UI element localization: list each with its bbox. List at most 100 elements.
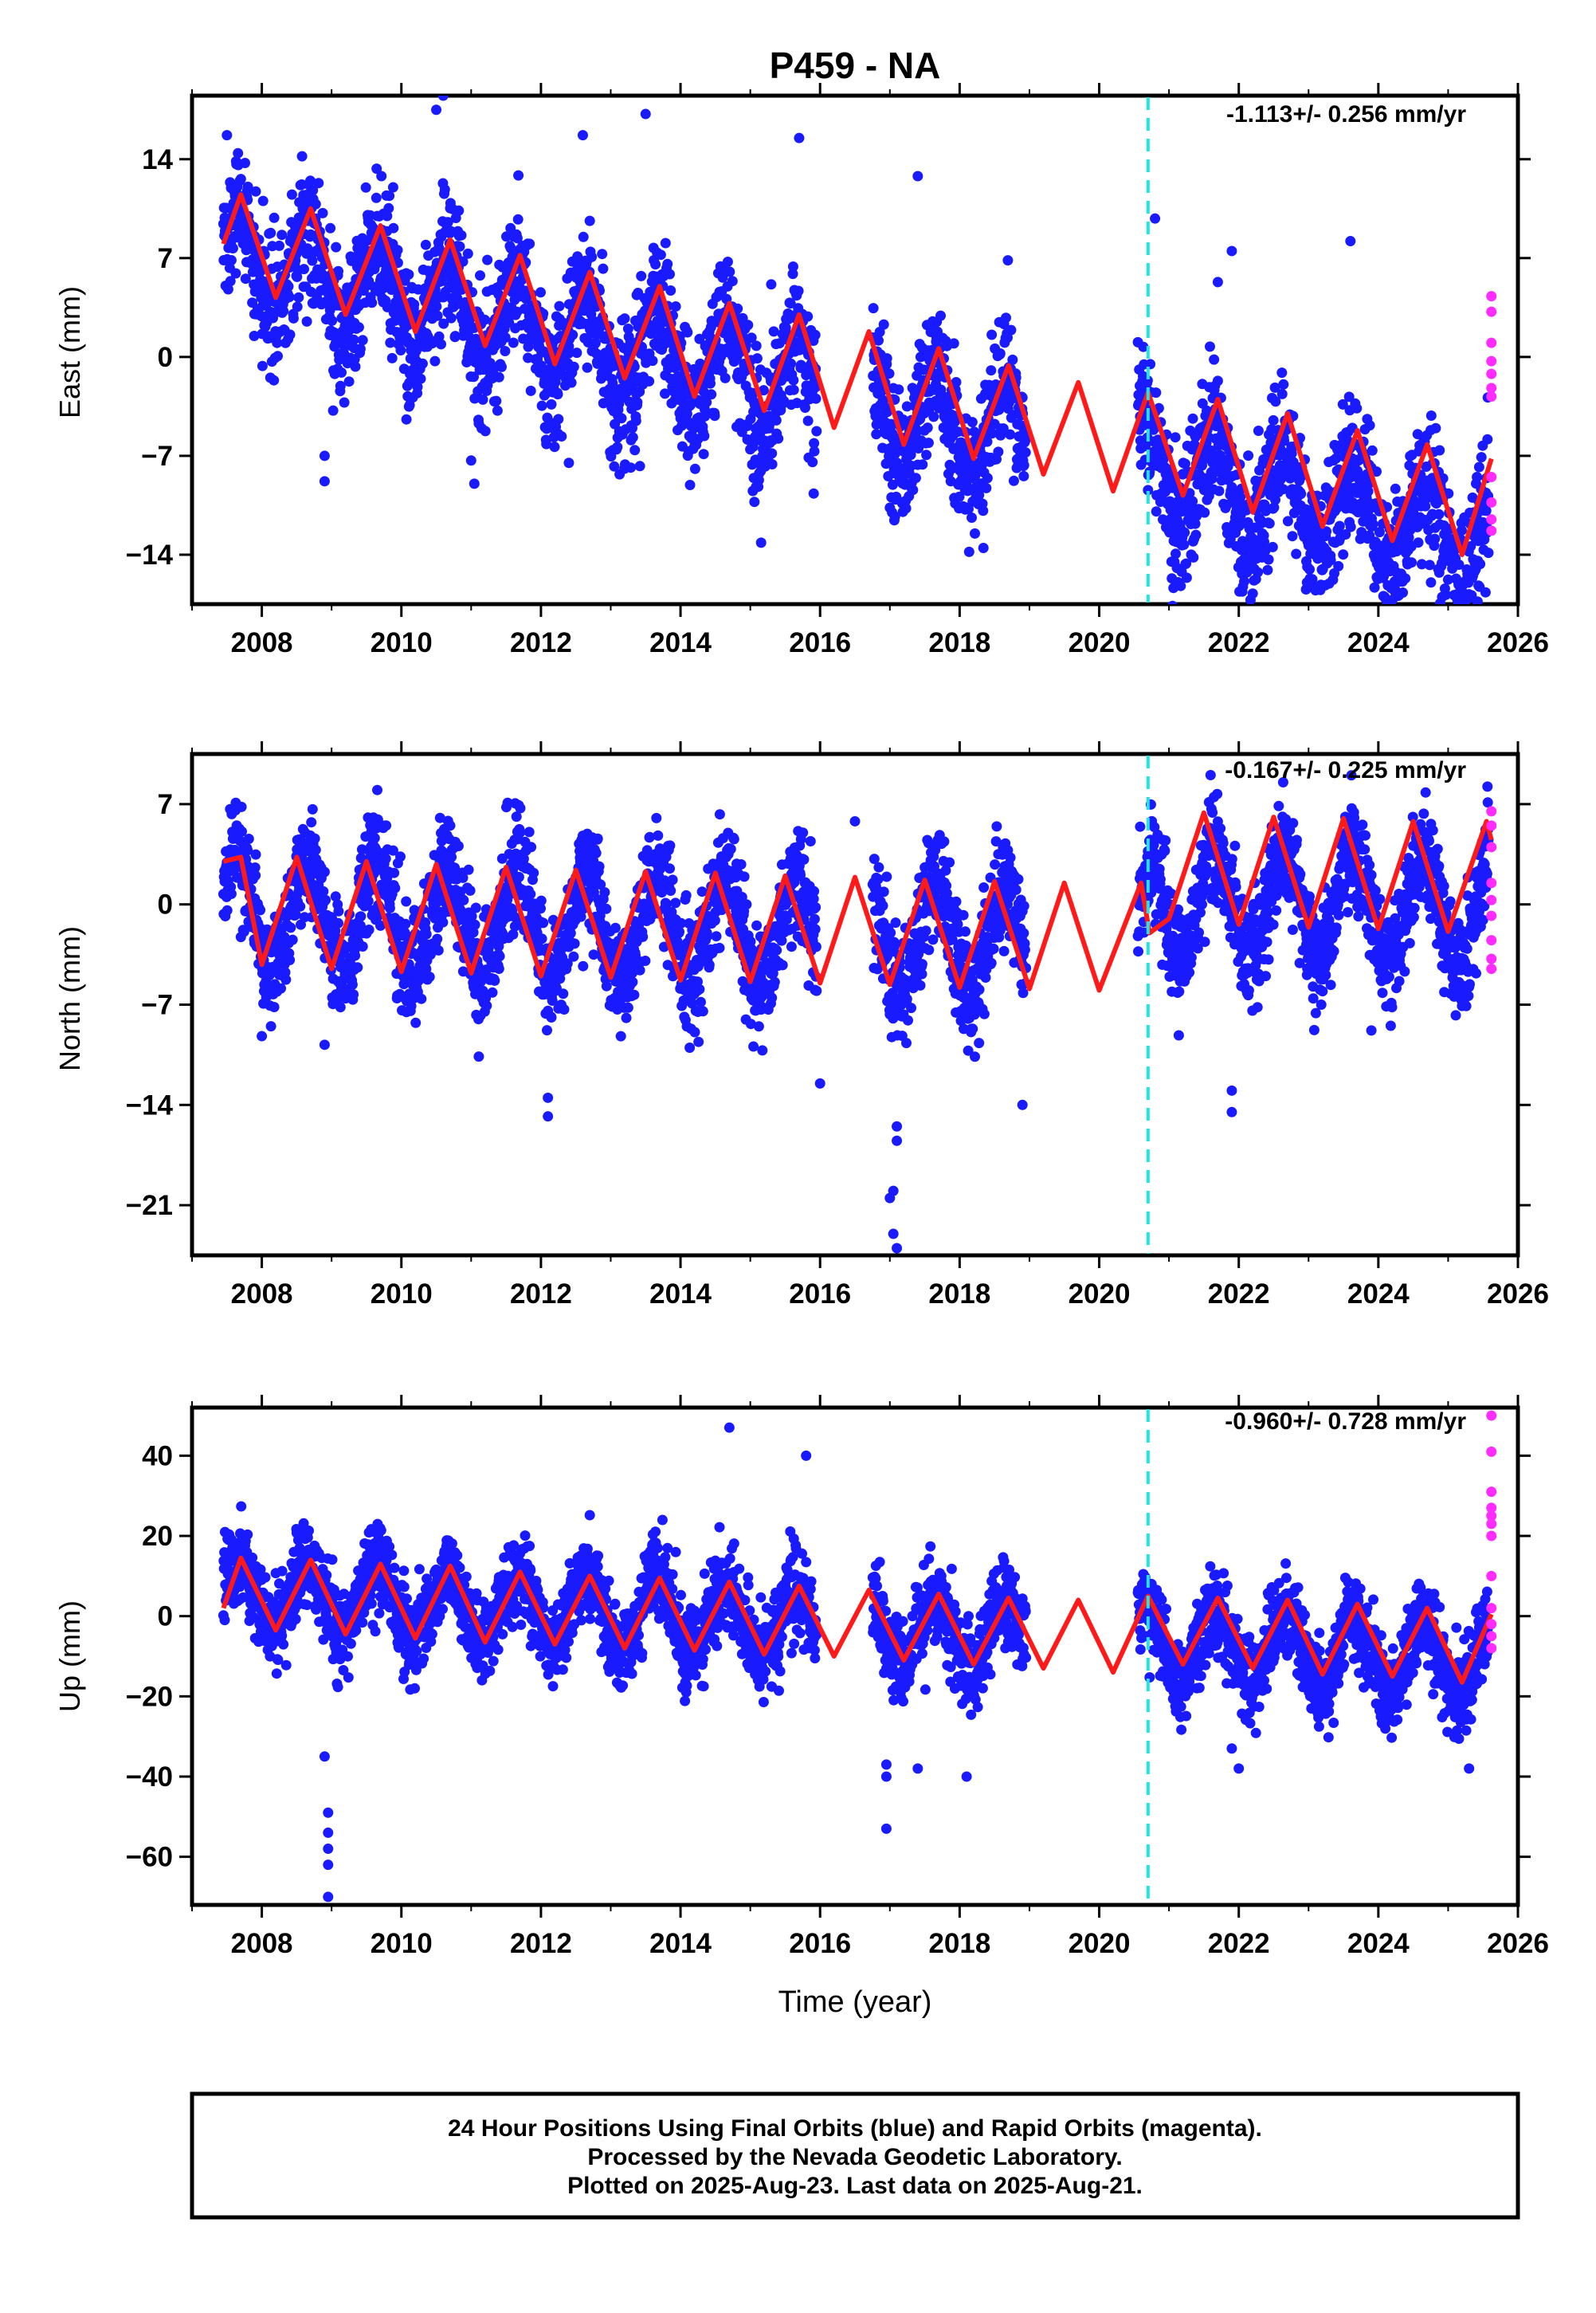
east-outlier-point bbox=[1226, 245, 1237, 257]
east-final-point bbox=[1291, 548, 1302, 560]
east-final-point bbox=[1253, 426, 1264, 436]
east-rapid-point bbox=[1486, 383, 1497, 394]
east-final-point bbox=[655, 249, 666, 261]
east-final-point bbox=[802, 311, 814, 322]
north-final-point bbox=[469, 919, 480, 930]
north-y-tick-label: 0 bbox=[158, 889, 173, 921]
north-x-tick-label: 2010 bbox=[371, 1278, 433, 1310]
north-final-point bbox=[637, 931, 649, 942]
east-final-point bbox=[1002, 255, 1014, 266]
east-final-point bbox=[274, 240, 284, 251]
east-final-point bbox=[250, 186, 261, 197]
east-final-point bbox=[327, 315, 338, 326]
east-final-point bbox=[500, 346, 511, 356]
north-final-point bbox=[319, 866, 330, 878]
east-final-point bbox=[689, 463, 700, 474]
north-final-point bbox=[250, 849, 261, 860]
north-final-point bbox=[434, 812, 445, 823]
east-final-point bbox=[586, 251, 598, 262]
north-final-point bbox=[250, 870, 261, 881]
north-final-point bbox=[502, 797, 513, 808]
north-final-point bbox=[384, 902, 395, 913]
east-final-point bbox=[1331, 503, 1343, 514]
east-final-point bbox=[296, 151, 308, 162]
east-final-point bbox=[442, 217, 453, 228]
east-final-point bbox=[350, 361, 361, 372]
east-final-point bbox=[766, 279, 777, 290]
north-final-point bbox=[546, 1012, 557, 1023]
east-final-point bbox=[240, 158, 250, 168]
east-final-point bbox=[1205, 341, 1215, 352]
east-x-tick-label: 2024 bbox=[1347, 627, 1410, 658]
east-final-point bbox=[584, 215, 595, 226]
north-final-point bbox=[458, 894, 469, 905]
east-final-point bbox=[546, 399, 557, 410]
east-final-point bbox=[963, 546, 974, 557]
east-final-point bbox=[619, 313, 630, 324]
east-final-point bbox=[986, 365, 997, 376]
north-final-point bbox=[222, 905, 233, 916]
east-final-point bbox=[986, 329, 998, 340]
east-final-point bbox=[1243, 450, 1254, 461]
north-final-point bbox=[255, 905, 266, 916]
east-final-point bbox=[1473, 461, 1484, 473]
east-outlier-point bbox=[640, 108, 651, 120]
east-final-point bbox=[788, 375, 799, 386]
east-final-point bbox=[705, 378, 716, 389]
east-final-point bbox=[1276, 388, 1288, 399]
north-final-point bbox=[590, 847, 602, 858]
east-rapid-points bbox=[1486, 291, 1497, 536]
east-final-point bbox=[454, 241, 465, 252]
east-final-point bbox=[415, 373, 426, 384]
east-final-point bbox=[590, 338, 601, 349]
east-final-point bbox=[634, 461, 645, 472]
north-final-point bbox=[538, 917, 549, 929]
east-final-point bbox=[469, 478, 480, 489]
east-final-point bbox=[1001, 312, 1011, 324]
east-outlier-point bbox=[563, 457, 574, 469]
east-final-point bbox=[774, 338, 785, 349]
north-final-point bbox=[310, 844, 321, 855]
north-final-point bbox=[290, 909, 301, 921]
north-final-point bbox=[518, 854, 529, 864]
north-final-point bbox=[265, 1021, 276, 1032]
east-final-point bbox=[962, 485, 973, 497]
east-final-point bbox=[525, 385, 536, 396]
east-final-point bbox=[622, 324, 633, 334]
east-final-point bbox=[1453, 560, 1465, 570]
east-final-point bbox=[694, 333, 705, 344]
east-final-point bbox=[456, 230, 467, 241]
north-final-point bbox=[511, 811, 522, 823]
east-final-point bbox=[436, 276, 447, 287]
east-x-tick-label: 2010 bbox=[371, 627, 433, 658]
east-final-point bbox=[512, 233, 523, 244]
north-final-point bbox=[395, 851, 406, 862]
east-final-point bbox=[786, 358, 797, 369]
east-final-point bbox=[807, 457, 818, 468]
north-x-tick-label: 2018 bbox=[928, 1278, 990, 1310]
east-final-point bbox=[811, 426, 822, 437]
north-final-point bbox=[363, 896, 374, 906]
north-x-tick-label: 2024 bbox=[1347, 1278, 1410, 1310]
east-final-point bbox=[1282, 516, 1293, 527]
north-final-point bbox=[333, 905, 344, 917]
east-final-point bbox=[439, 184, 450, 195]
north-final-point bbox=[330, 891, 341, 902]
north-final-point bbox=[318, 886, 329, 897]
east-final-point bbox=[1483, 548, 1494, 559]
north-final-point bbox=[243, 834, 254, 844]
east-axis-label: East (mm) bbox=[53, 286, 86, 418]
east-final-point bbox=[541, 438, 552, 450]
east-final-point bbox=[1279, 435, 1290, 446]
east-final-point bbox=[1008, 475, 1019, 486]
east-final-point bbox=[1296, 489, 1307, 500]
north-final-point bbox=[276, 983, 286, 994]
north-final-point bbox=[432, 933, 443, 944]
north-x-tick-label: 2008 bbox=[231, 1278, 293, 1310]
north-final-point bbox=[355, 853, 367, 863]
east-final-point bbox=[630, 415, 641, 426]
east-final-point bbox=[1371, 466, 1382, 477]
east-final-point bbox=[1143, 485, 1154, 496]
east-final-point bbox=[768, 326, 779, 337]
east-x-tick-label: 2014 bbox=[649, 627, 712, 658]
